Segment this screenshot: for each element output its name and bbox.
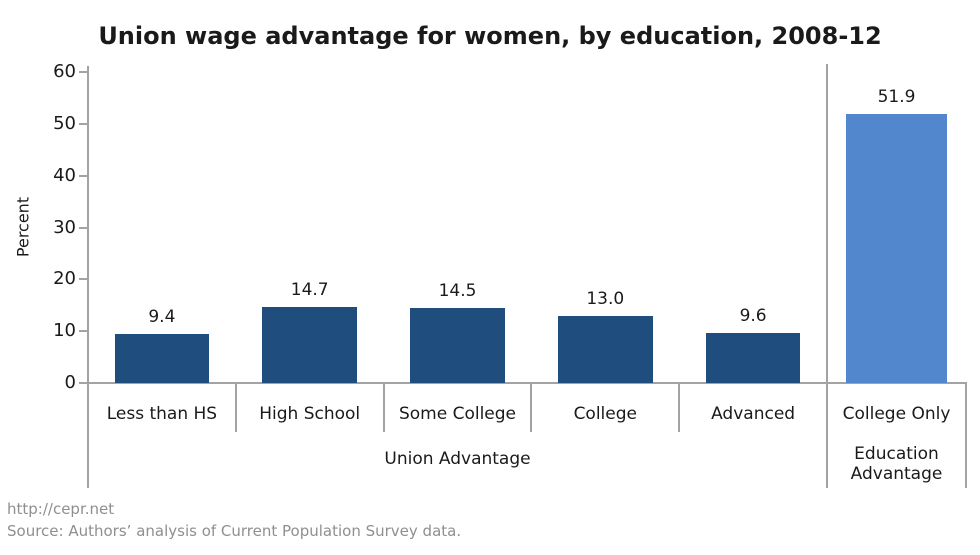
category-separator-line: [678, 383, 681, 432]
bar: [410, 307, 505, 383]
y-tick-label: 40: [53, 164, 76, 186]
y-tick-mark: [79, 330, 87, 333]
bar: [262, 306, 357, 383]
x-category-label: College Only: [842, 404, 951, 424]
right-boundary-line: [965, 383, 967, 488]
bar-value-label: 13.0: [586, 288, 625, 309]
y-tick-mark: [79, 382, 87, 384]
y-tick-label: 30: [53, 216, 76, 238]
y-tick-label: 20: [53, 268, 76, 290]
bar-value-label: 9.4: [148, 307, 176, 328]
footer-source: Source: Authors’ analysis of Current Pop…: [7, 522, 462, 540]
y-tick-label: 50: [53, 112, 76, 134]
bar-value-label: 9.6: [739, 306, 767, 327]
section-divider-line: [826, 64, 828, 488]
x-group-label: Union Advantage: [384, 449, 531, 469]
x-axis-line: [87, 382, 967, 384]
y-tick-label: 0: [64, 372, 76, 393]
y-tick-mark: [79, 226, 87, 229]
bar: [705, 333, 801, 383]
y-tick-mark: [79, 122, 87, 125]
y-tick-mark: [79, 71, 87, 73]
bar: [846, 113, 947, 383]
x-category-label: Some College: [398, 404, 517, 424]
category-separator-line: [530, 383, 533, 432]
x-category-label: High School: [259, 404, 361, 424]
category-separator-line: [382, 383, 385, 432]
x-category-label: Less than HS: [106, 404, 218, 424]
bar-value-label: 51.9: [877, 86, 916, 107]
x-category-label: Advanced: [711, 404, 796, 424]
x-group-label: Education Advantage: [850, 444, 943, 484]
footer-url: http://cepr.net: [7, 500, 115, 518]
bar-value-label: 14.7: [290, 279, 329, 300]
y-tick-label: 60: [53, 61, 76, 82]
category-separator-line: [234, 383, 237, 432]
bar-value-label: 14.5: [438, 280, 477, 301]
bar: [114, 334, 210, 383]
chart-title: Union wage advantage for women, by educa…: [98, 22, 882, 50]
bar: [558, 315, 653, 383]
y-tick-label: 10: [53, 320, 76, 342]
x-category-label: College: [573, 404, 637, 424]
y-tick-mark: [79, 174, 87, 177]
y-tick-mark: [79, 278, 87, 281]
y-axis-line: [87, 66, 89, 488]
